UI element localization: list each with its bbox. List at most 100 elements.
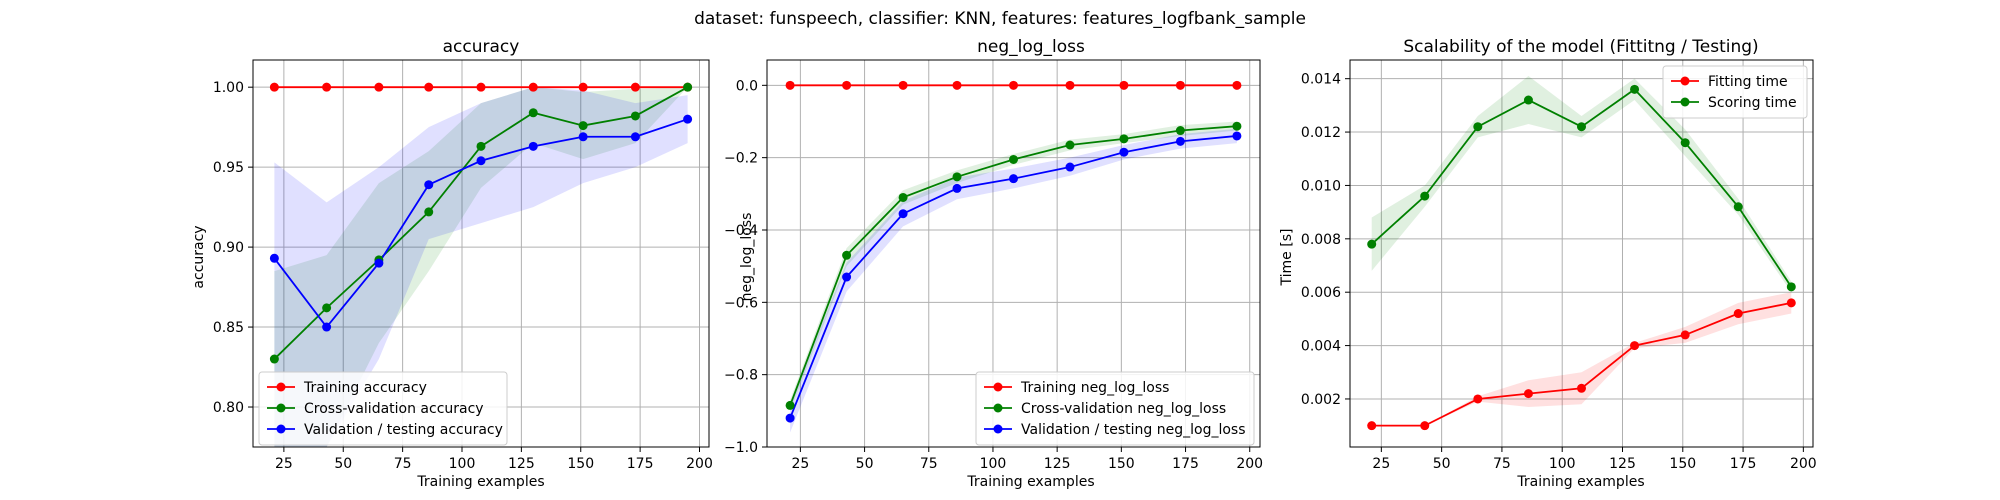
x-tick-label: 125 <box>1609 456 1636 472</box>
data-point-training-neg-log-loss <box>952 80 962 90</box>
panel-neg-log-loss: neg_log_loss Training examples neg_log_l… <box>724 37 1263 490</box>
legend: Training neg_log_loss Cross-validation ne… <box>975 371 1255 446</box>
data-point-validation-testing-neg-log-loss <box>842 272 852 282</box>
band-validation-testing-accuracy <box>274 87 688 447</box>
x-tick-label: 50 <box>1433 456 1451 472</box>
data-point-fitting-time <box>1420 421 1430 431</box>
data-point-validation-testing-accuracy <box>374 258 384 268</box>
y-axis-label: Time [s] <box>1279 229 1295 287</box>
data-point-fitting-time <box>1786 298 1796 308</box>
y-tick-label: 0.80 <box>213 400 244 416</box>
data-point-validation-testing-accuracy <box>322 322 332 332</box>
y-tick-label: 0.85 <box>213 320 244 336</box>
data-point-validation-testing-accuracy <box>630 132 640 142</box>
data-point-scoring-time <box>1473 122 1483 132</box>
x-tick-label: 175 <box>1172 456 1199 472</box>
x-tick-label: 125 <box>1044 456 1071 472</box>
data-point-validation-testing-neg-log-loss <box>952 183 962 193</box>
data-point-scoring-time <box>1523 95 1533 105</box>
figure-suptitle: dataset: funspeech, classifier: KNN, fea… <box>694 9 1306 29</box>
data-point-cross-validation-neg-log-loss <box>842 250 852 260</box>
x-tick-label: 75 <box>394 456 412 472</box>
data-point-validation-testing-accuracy <box>476 156 486 166</box>
legend: Fitting time Scoring time <box>1662 65 1808 119</box>
data-point-cross-validation-neg-log-loss <box>1232 121 1242 131</box>
data-point-cross-validation-neg-log-loss <box>952 172 962 182</box>
x-tick-label: 150 <box>567 456 594 472</box>
data-point-training-accuracy <box>374 82 384 92</box>
x-tick-label: 75 <box>1493 456 1511 472</box>
axes-frame <box>1349 59 1814 448</box>
legend-label-training-accuracy: Training accuracy <box>303 380 427 396</box>
legend-label-cross-validation-neg-log-loss: Cross-validation neg_log_loss <box>1021 401 1226 417</box>
data-point-scoring-time <box>1680 138 1690 148</box>
data-point-validation-testing-accuracy <box>269 253 279 263</box>
y-tick-label: 0.006 <box>1301 285 1341 301</box>
data-point-training-neg-log-loss <box>1232 80 1242 90</box>
legend-box <box>1662 65 1808 119</box>
axes-frame <box>252 59 710 448</box>
x-tick-label: 100 <box>449 456 476 472</box>
data-point-validation-testing-accuracy <box>528 141 538 151</box>
data-point-training-neg-log-loss <box>785 80 795 90</box>
x-tick-label: 200 <box>1236 456 1263 472</box>
data-point-training-neg-log-loss <box>1119 80 1129 90</box>
series-markers <box>269 82 693 364</box>
data-point-fitting-time <box>1733 309 1743 319</box>
y-tick-label: 0.012 <box>1301 125 1341 141</box>
x-axis-label: Training examples <box>416 474 544 490</box>
x-tick-label: 25 <box>1372 456 1390 472</box>
data-point-cross-validation-neg-log-loss <box>1175 126 1185 136</box>
data-point-cross-validation-neg-log-loss <box>785 400 795 410</box>
data-point-training-neg-log-loss <box>898 80 908 90</box>
x-tick-label: 125 <box>508 456 535 472</box>
x-tick-label: 75 <box>920 456 938 472</box>
axes-frame <box>766 59 1261 448</box>
data-point-cross-validation-accuracy <box>476 141 486 151</box>
x-tick-label: 175 <box>627 456 654 472</box>
data-point-validation-testing-accuracy <box>683 114 693 124</box>
legend-label-fitting-time: Fitting time <box>1708 74 1788 90</box>
data-point-scoring-time <box>1786 282 1796 292</box>
data-point-scoring-time <box>1630 84 1640 94</box>
data-point-cross-validation-accuracy <box>630 111 640 121</box>
data-point-training-accuracy <box>424 82 434 92</box>
x-tick-label: 200 <box>1790 456 1817 472</box>
data-point-cross-validation-accuracy <box>578 121 588 131</box>
legend: Training accuracy Cross-validation accura… <box>258 371 508 446</box>
data-point-validation-testing-accuracy <box>424 180 434 190</box>
x-tick-label: 50 <box>334 456 352 472</box>
y-tick-label: 1.00 <box>213 80 244 96</box>
legend-marker <box>993 382 1003 392</box>
panel-title: Scalability of the model (Fittitng / Tes… <box>1403 37 1758 57</box>
data-point-cross-validation-accuracy <box>424 207 434 217</box>
data-point-scoring-time <box>1733 202 1743 212</box>
y-axis-label: accuracy <box>191 225 207 288</box>
y-tick-label: −1.0 <box>724 440 758 456</box>
ticks: 25 50 75 100 125 150 175 200 0.80 0.85 0.90 0.95 1.0… <box>213 80 713 472</box>
panel-scalability: Scalability of the model (Fittitng / Tes… <box>1279 37 1817 490</box>
data-point-validation-testing-neg-log-loss <box>1232 131 1242 141</box>
panel-title: neg_log_loss <box>977 37 1085 57</box>
legend-box <box>258 371 508 446</box>
panel-accuracy: accuracy Training examples accuracy 25 50… <box>191 37 713 490</box>
data-point-fitting-time <box>1577 383 1586 393</box>
y-tick-label: −0.2 <box>724 151 758 167</box>
legend-marker <box>993 424 1003 434</box>
x-tick-label: 175 <box>1730 456 1757 472</box>
x-axis-label: Training examples <box>1516 474 1644 490</box>
data-point-training-neg-log-loss <box>1175 80 1185 90</box>
data-point-training-accuracy <box>322 82 332 92</box>
x-axis-label: Training examples <box>966 474 1094 490</box>
y-axis-label: neg_log_loss <box>739 213 755 302</box>
data-point-fitting-time <box>1473 394 1483 404</box>
y-tick-label: 0.010 <box>1301 178 1341 194</box>
y-tick-label: 0.002 <box>1301 392 1341 408</box>
data-point-cross-validation-neg-log-loss <box>1009 154 1018 164</box>
data-point-scoring-time <box>1367 239 1377 249</box>
y-tick-label: 0.008 <box>1301 232 1341 248</box>
data-point-training-neg-log-loss <box>1065 80 1075 90</box>
x-tick-label: 25 <box>791 456 809 472</box>
band-fitting-time <box>1371 292 1792 426</box>
data-point-fitting-time <box>1680 330 1690 340</box>
